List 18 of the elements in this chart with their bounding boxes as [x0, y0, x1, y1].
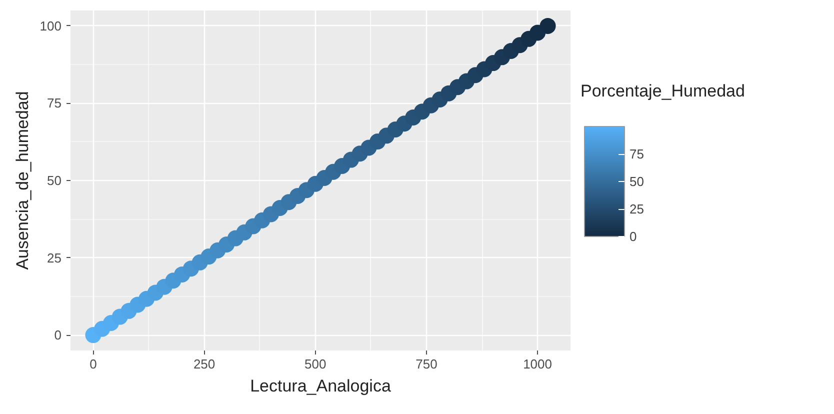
y-axis-title: Ausencia_de_humedad [12, 91, 32, 270]
y-tick-label: 25 [47, 250, 62, 266]
y-tick-label: 75 [47, 96, 62, 111]
color-bar-label: 50 [630, 174, 644, 189]
color-bar-title: Porcentaje_Humedad [580, 82, 745, 100]
y-tick-label: 0 [54, 328, 62, 343]
x-tick-label: 1000 [523, 356, 552, 372]
color-bar-label: 0 [630, 229, 637, 244]
color-bar-label: 25 [630, 202, 644, 216]
x-tick-label: 500 [304, 356, 326, 372]
x-axis-title: Lectura_Analogica [250, 376, 392, 396]
x-tick-label: 250 [193, 356, 216, 372]
x-tick-label: 0 [90, 356, 97, 372]
y-tick-label: 50 [47, 173, 62, 188]
point [540, 18, 556, 34]
x-tick-label: 750 [416, 356, 438, 372]
y-tick-label: 100 [40, 18, 62, 34]
color-bar-label: 75 [630, 146, 644, 162]
